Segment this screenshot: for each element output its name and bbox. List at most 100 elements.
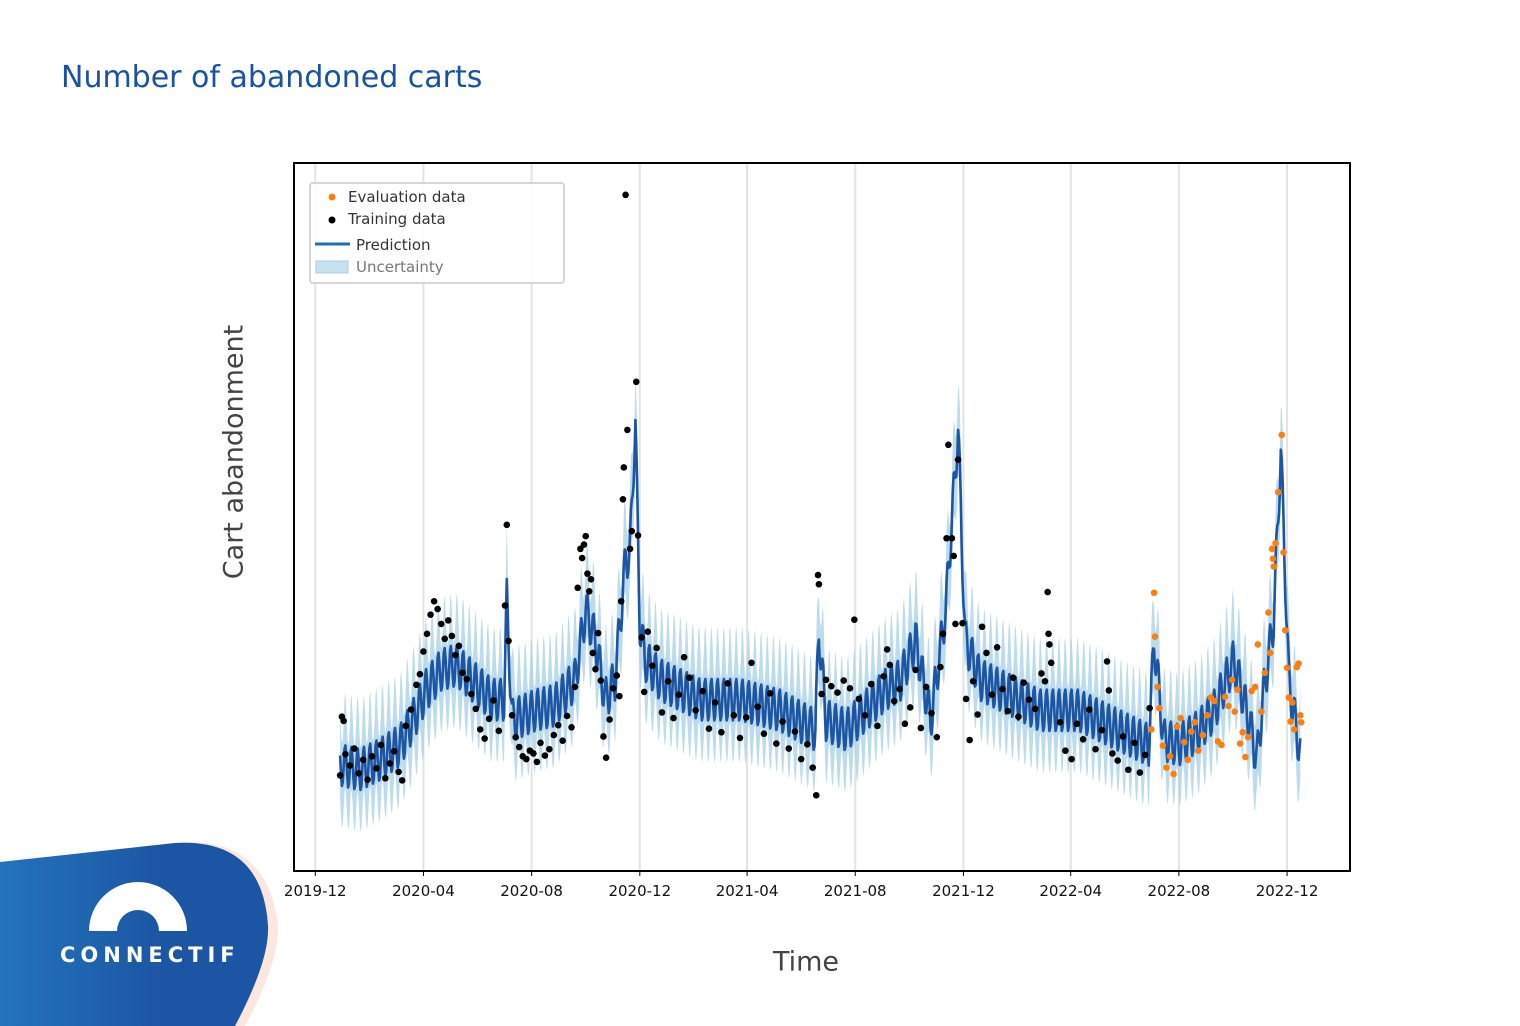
evaluation-point (1280, 549, 1287, 556)
training-point (340, 717, 347, 725)
evaluation-point (1234, 686, 1241, 694)
training-point (948, 534, 956, 542)
training-point (874, 722, 881, 730)
evaluation-point (1236, 740, 1244, 747)
training-point (1038, 670, 1045, 677)
training-point (760, 730, 768, 737)
training-point (699, 687, 707, 695)
training-point (1079, 736, 1087, 743)
evaluation-point (1261, 669, 1269, 677)
evaluation-point (1218, 741, 1225, 749)
training-point (434, 605, 441, 613)
uncertainty-band-group (340, 377, 1301, 833)
training-point (398, 777, 406, 784)
training-point (476, 726, 484, 733)
training-point (622, 191, 629, 199)
evaluation-point (1173, 723, 1181, 730)
evaluation-point (1278, 431, 1286, 439)
training-point (814, 571, 822, 579)
evaluation-point (1268, 545, 1276, 553)
training-point (578, 554, 586, 562)
training-point (413, 681, 420, 689)
training-point (867, 680, 875, 688)
training-point (350, 745, 358, 752)
training-point (809, 764, 816, 771)
training-point (505, 637, 512, 645)
evaluation-point (1270, 563, 1278, 570)
training-point (530, 750, 537, 757)
evaluation-point (1285, 694, 1293, 701)
x-tick-label: 2020-08 (500, 882, 563, 900)
training-point (559, 737, 566, 745)
x-tick-label: 2019-12 (284, 882, 347, 900)
training-point (945, 441, 952, 449)
training-point (822, 676, 830, 684)
training-point (896, 685, 903, 693)
training-point (600, 733, 607, 740)
training-point (554, 721, 562, 729)
training-point (386, 760, 394, 767)
training-point (1046, 641, 1053, 648)
training-point (718, 728, 725, 736)
training-point (606, 716, 613, 723)
training-point (1086, 706, 1093, 713)
training-point (472, 705, 480, 713)
training-point (748, 659, 755, 667)
evaluation-point (1187, 728, 1195, 735)
training-point (441, 635, 449, 643)
x-tick-label: 2022-08 (1148, 882, 1211, 900)
x-tick-label: 2021-04 (716, 882, 779, 900)
evaluation-point (1156, 704, 1163, 712)
training-point (427, 611, 434, 619)
training-point (537, 739, 544, 747)
brand-wordmark: CONNECTIF (60, 943, 240, 967)
training-point (430, 597, 438, 605)
legend-uncertainty-patch (315, 260, 349, 274)
training-point (680, 653, 688, 661)
evaluation-point (1297, 719, 1305, 726)
training-point (437, 620, 445, 628)
training-point (950, 552, 957, 560)
training-point (468, 690, 475, 698)
training-point (736, 734, 744, 742)
training-point (917, 724, 925, 732)
training-point (954, 456, 962, 463)
training-point (1092, 745, 1099, 753)
training-point (922, 683, 930, 691)
evaluation-point (1177, 714, 1184, 722)
evaluation-point (1258, 708, 1265, 715)
training-point (495, 727, 503, 735)
training-point (1045, 630, 1052, 638)
x-tick-label: 2020-04 (392, 882, 455, 900)
training-point (632, 378, 640, 386)
x-tick-label: 2021-08 (824, 882, 887, 900)
training-point (890, 697, 898, 705)
evaluation-point (1274, 488, 1282, 496)
training-point (1041, 677, 1049, 685)
training-point (609, 685, 617, 692)
evaluation-point (1163, 764, 1170, 771)
training-point (620, 464, 628, 471)
training-point (675, 691, 683, 699)
training-points (336, 191, 1153, 799)
training-point (546, 745, 553, 753)
training-point (686, 674, 693, 682)
training-point (550, 731, 558, 739)
training-point (1103, 658, 1111, 665)
training-point (395, 768, 402, 776)
training-point (1098, 726, 1106, 734)
training-point (490, 697, 497, 704)
training-point (616, 692, 623, 700)
evaluation-point (1244, 733, 1252, 741)
training-point (983, 649, 990, 657)
training-point (523, 755, 530, 763)
training-point (664, 677, 672, 685)
training-point (692, 706, 699, 714)
training-point (501, 602, 509, 609)
connectif-logo (0, 841, 279, 1026)
x-axis-ticks: 2019-12 2020-04 2020-08 2020-12 2021-04 2021-… (284, 871, 1318, 900)
training-point (711, 699, 719, 706)
evaluation-point (1289, 699, 1296, 706)
legend-training-label: Training data (347, 210, 446, 228)
training-point (978, 623, 986, 631)
